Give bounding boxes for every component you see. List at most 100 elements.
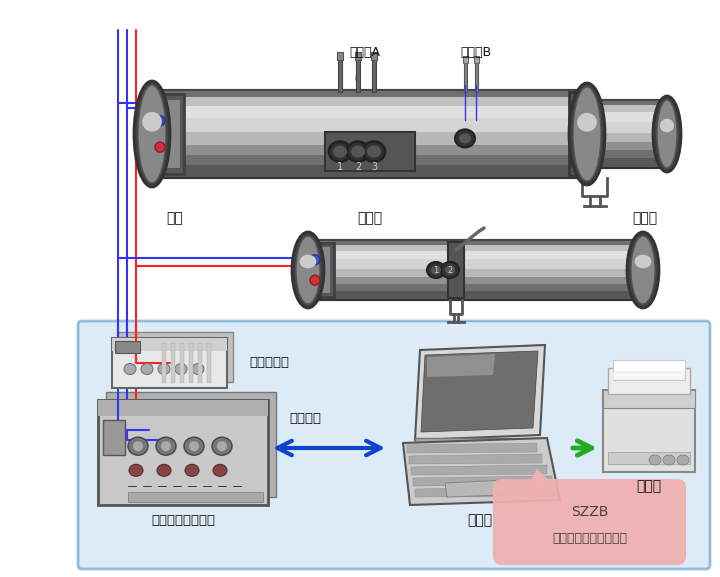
Bar	[589, 122, 669, 133]
Bar	[589, 133, 669, 142]
Text: 计算机: 计算机	[467, 513, 492, 527]
Ellipse shape	[192, 364, 204, 374]
FancyBboxPatch shape	[78, 321, 710, 569]
Bar	[462, 56, 467, 63]
Polygon shape	[409, 454, 542, 464]
Text: 传声器B: 传声器B	[460, 46, 492, 58]
Bar	[189, 343, 193, 383]
Bar	[171, 343, 175, 383]
Bar	[355, 52, 361, 60]
Ellipse shape	[634, 254, 652, 268]
Bar	[180, 343, 184, 383]
Ellipse shape	[653, 96, 681, 172]
Bar	[569, 92, 589, 176]
Bar	[106, 392, 276, 497]
Ellipse shape	[157, 464, 171, 477]
Ellipse shape	[133, 441, 143, 451]
Bar	[308, 243, 334, 297]
Ellipse shape	[296, 236, 320, 304]
Ellipse shape	[156, 437, 176, 455]
Text: 功率放大器: 功率放大器	[249, 357, 289, 369]
Bar	[152, 145, 587, 155]
Ellipse shape	[445, 265, 455, 275]
Bar	[98, 400, 268, 416]
Bar	[308, 269, 643, 277]
Ellipse shape	[427, 262, 445, 278]
Ellipse shape	[657, 100, 677, 168]
Bar	[474, 56, 479, 63]
Polygon shape	[415, 487, 557, 497]
Ellipse shape	[155, 116, 165, 126]
Bar	[372, 58, 376, 92]
Ellipse shape	[161, 441, 171, 451]
Bar	[152, 106, 587, 118]
Bar	[603, 390, 695, 472]
Ellipse shape	[142, 112, 162, 132]
Bar	[603, 390, 695, 408]
Ellipse shape	[660, 119, 674, 132]
Bar	[152, 118, 587, 132]
Ellipse shape	[124, 364, 136, 374]
Ellipse shape	[184, 437, 204, 455]
Bar	[103, 420, 125, 455]
Bar	[474, 62, 477, 92]
Polygon shape	[527, 470, 557, 490]
Ellipse shape	[573, 87, 601, 181]
Bar	[608, 368, 690, 394]
Text: 试件筒: 试件筒	[632, 211, 657, 225]
Text: 四通道数据采集器: 四通道数据采集器	[151, 515, 215, 527]
Bar	[613, 372, 685, 380]
Ellipse shape	[363, 141, 385, 162]
Bar	[589, 106, 669, 113]
Bar	[152, 155, 587, 165]
Ellipse shape	[441, 262, 459, 278]
Bar	[128, 492, 263, 503]
Ellipse shape	[292, 232, 324, 308]
Text: 传声器A: 传声器A	[349, 46, 380, 58]
Bar	[337, 52, 343, 60]
Ellipse shape	[128, 437, 148, 455]
Ellipse shape	[189, 441, 199, 451]
Polygon shape	[415, 345, 545, 440]
Text: SZZB: SZZB	[571, 505, 608, 519]
Bar	[98, 400, 268, 505]
Bar	[152, 165, 587, 178]
Ellipse shape	[577, 113, 597, 132]
FancyBboxPatch shape	[494, 480, 685, 564]
Polygon shape	[421, 351, 538, 432]
Bar	[118, 332, 233, 382]
Bar	[152, 94, 184, 174]
Bar	[589, 158, 669, 168]
Ellipse shape	[367, 145, 381, 158]
Ellipse shape	[333, 145, 347, 158]
Bar	[152, 90, 587, 97]
Bar	[308, 240, 643, 245]
Text: 2: 2	[447, 266, 453, 275]
Bar	[589, 113, 669, 122]
Ellipse shape	[129, 464, 143, 477]
Bar	[308, 284, 643, 291]
Polygon shape	[407, 443, 537, 453]
Bar	[152, 97, 587, 106]
Bar	[308, 240, 643, 300]
Ellipse shape	[631, 236, 655, 304]
Text: 3: 3	[371, 163, 377, 173]
Bar	[448, 242, 464, 298]
Bar	[207, 343, 211, 383]
Text: 材料吸声隔声测试系统: 材料吸声隔声测试系统	[552, 531, 627, 545]
Bar	[310, 247, 330, 293]
Bar	[589, 100, 669, 106]
Ellipse shape	[459, 133, 471, 144]
Bar	[613, 360, 685, 380]
Bar	[356, 58, 360, 92]
Text: 通讯接口: 通讯接口	[289, 411, 321, 425]
Bar	[608, 452, 690, 464]
Ellipse shape	[217, 441, 227, 451]
Bar	[415, 438, 545, 443]
Ellipse shape	[627, 232, 659, 308]
Bar	[115, 341, 140, 353]
Bar	[572, 98, 586, 170]
Bar	[464, 62, 467, 92]
Bar	[589, 100, 669, 168]
Ellipse shape	[138, 85, 166, 183]
